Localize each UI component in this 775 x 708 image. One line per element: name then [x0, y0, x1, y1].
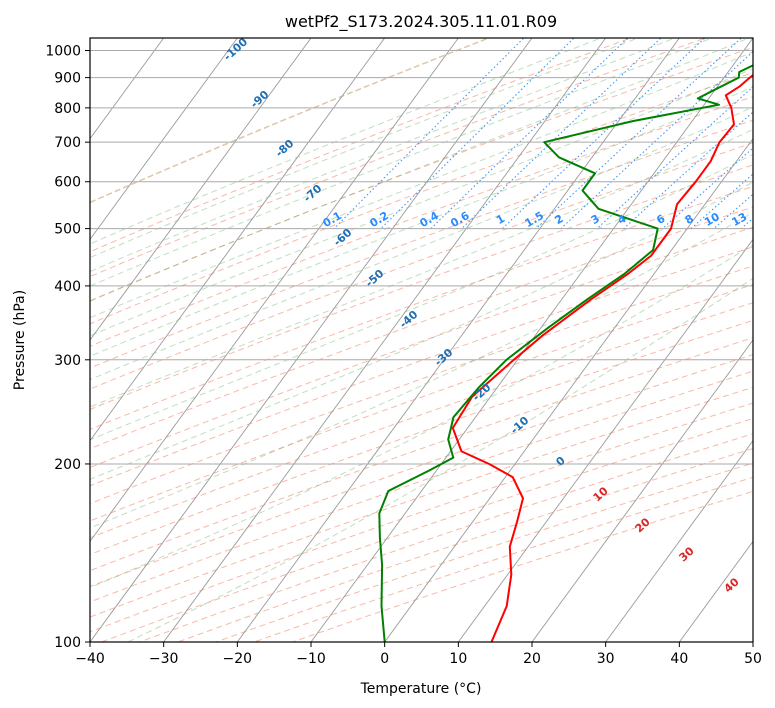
mixing-ratio-line	[535, 38, 743, 229]
x-tick-label: −20	[223, 651, 253, 667]
dry-adiabat-line	[90, 265, 753, 505]
y-tick-label: 600	[54, 175, 81, 191]
moist-adiabat-line	[90, 244, 753, 589]
mixing-ratio-line	[560, 50, 753, 229]
sounding-profiles	[378, 64, 753, 642]
y-tick-label: 1000	[45, 44, 81, 60]
y-tick-label: 700	[54, 135, 81, 151]
x-tick-label: 50	[744, 651, 762, 667]
isotherm-line	[457, 238, 753, 642]
y-tick-label: 200	[54, 457, 81, 473]
moist-adiabat-line	[90, 181, 753, 480]
isotherm-line	[163, 38, 607, 642]
x-axis-label: Temperature (°C)	[360, 681, 482, 697]
isotherm-line	[236, 38, 680, 642]
temperature-profile	[451, 73, 753, 642]
moist-adiabat-line	[90, 106, 753, 381]
isotherm-line	[90, 38, 238, 241]
isobars	[90, 50, 753, 642]
dry-adiabat-line	[90, 185, 753, 430]
isotherm-line	[752, 641, 753, 642]
isotherm-line	[605, 439, 753, 642]
x-tick-label: −40	[75, 651, 105, 667]
y-tick-label: 500	[54, 222, 81, 238]
moist-adiabat-line	[90, 38, 603, 245]
y-tick-label: 300	[54, 353, 81, 369]
dry-adiabat-line	[90, 46, 753, 302]
y-axis-ticks: 100 200 300 400 500 600 700 800 900 1000	[45, 44, 90, 651]
x-tick-label: 30	[597, 651, 615, 667]
moist-adiabat-line	[90, 211, 753, 529]
plot-frame	[89, 37, 754, 643]
moist-adiabat-line	[90, 128, 753, 408]
x-tick-label: 40	[670, 651, 688, 667]
dry-adiabat-line	[90, 142, 753, 390]
moist-adiabat-line	[127, 277, 753, 642]
dry-adiabat-line	[90, 284, 753, 522]
x-tick-label: −30	[149, 651, 179, 667]
x-tick-label: 0	[380, 651, 389, 667]
isotherm-line	[384, 137, 753, 642]
moist-adiabat-line	[90, 38, 491, 204]
moist-adiabats	[90, 38, 753, 642]
dry-adiabat-line	[90, 226, 753, 469]
moist-adiabat-line	[90, 38, 677, 273]
mixing-ratio-line	[763, 36, 775, 229]
chart-title: wetPf2_S173.2024.305.11.01.R09	[285, 12, 557, 32]
x-axis-ticks: −40 −30 −20 −10 0 10 20 30 40 50	[75, 642, 762, 667]
dry-adiabat-line	[90, 370, 753, 603]
isotherm-line	[90, 38, 312, 341]
isotherm-line	[90, 38, 386, 442]
mixing-ratio-label: 16	[752, 210, 772, 229]
y-tick-label: 800	[54, 101, 81, 117]
y-axis-label: Pressure (hPa)	[12, 290, 28, 390]
plot-area: -100-90-80-70-60-50-40-30-20-10010203040…	[90, 36, 775, 642]
x-tick-label: −10	[296, 651, 326, 667]
moist-adiabat-line	[90, 153, 753, 441]
y-tick-label: 400	[54, 279, 81, 295]
moist-adiabat-line	[90, 86, 753, 357]
x-tick-label: 20	[523, 651, 541, 667]
dry-adiabat-line	[90, 319, 753, 556]
x-tick-label: 10	[449, 651, 467, 667]
isotherm-line	[90, 38, 533, 642]
y-tick-label: 100	[54, 635, 81, 651]
dry-adiabat-line	[90, 354, 753, 588]
moist-adiabat-line	[90, 38, 640, 259]
dry-adiabat-line	[90, 164, 753, 411]
dewpoint-profile	[378, 64, 753, 642]
isotherm-line	[531, 339, 753, 642]
y-tick-label: 900	[54, 71, 81, 87]
